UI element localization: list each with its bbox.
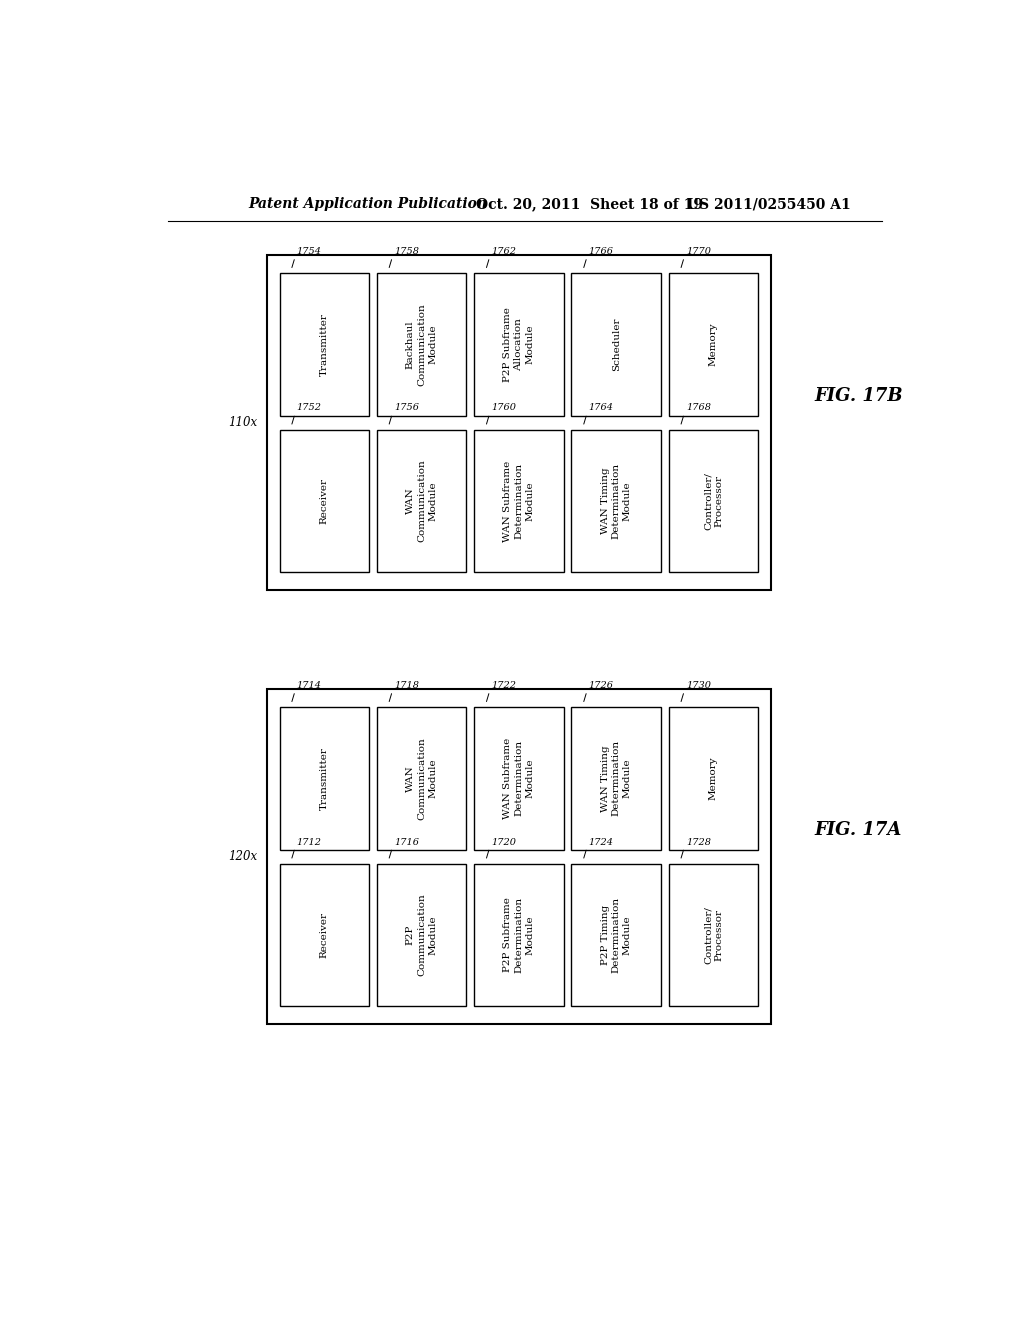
Text: Scheduler: Scheduler bbox=[611, 318, 621, 371]
Text: Oct. 20, 2011  Sheet 18 of 19: Oct. 20, 2011 Sheet 18 of 19 bbox=[475, 197, 702, 211]
Bar bbox=[377, 430, 466, 572]
Text: P2P Timing
Determination
Module: P2P Timing Determination Module bbox=[600, 896, 632, 973]
Bar bbox=[669, 708, 758, 850]
Bar bbox=[280, 430, 369, 572]
Text: WAN Subframe
Determination
Module: WAN Subframe Determination Module bbox=[503, 461, 535, 541]
Text: P2P
Communication
Module: P2P Communication Module bbox=[406, 894, 437, 977]
Text: P2P Subframe
Allocation
Module: P2P Subframe Allocation Module bbox=[503, 308, 535, 381]
Bar bbox=[669, 863, 758, 1006]
Text: Receiver: Receiver bbox=[319, 912, 329, 958]
Text: 1730: 1730 bbox=[686, 681, 711, 690]
Text: 1752: 1752 bbox=[297, 404, 322, 412]
Text: FIG. 17B: FIG. 17B bbox=[814, 387, 903, 405]
Text: Backhaul
Communication
Module: Backhaul Communication Module bbox=[406, 304, 437, 385]
Text: 1764: 1764 bbox=[589, 404, 613, 412]
Text: 1714: 1714 bbox=[297, 681, 322, 690]
Text: WAN
Communication
Module: WAN Communication Module bbox=[406, 737, 437, 820]
Bar bbox=[267, 255, 771, 590]
Text: 1768: 1768 bbox=[686, 404, 711, 412]
Text: WAN Subframe
Determination
Module: WAN Subframe Determination Module bbox=[503, 738, 535, 818]
Text: US 2011/0255450 A1: US 2011/0255450 A1 bbox=[687, 197, 851, 211]
Text: 1712: 1712 bbox=[297, 837, 322, 846]
Text: Controller/
Processor: Controller/ Processor bbox=[703, 906, 724, 964]
Text: P2P Subframe
Determination
Module: P2P Subframe Determination Module bbox=[503, 896, 535, 973]
Text: 1760: 1760 bbox=[492, 404, 516, 412]
Text: 110x: 110x bbox=[228, 416, 257, 429]
Text: 1722: 1722 bbox=[492, 681, 516, 690]
Bar bbox=[377, 708, 466, 850]
Text: 1754: 1754 bbox=[297, 247, 322, 256]
Text: Controller/
Processor: Controller/ Processor bbox=[703, 473, 724, 529]
Text: 1758: 1758 bbox=[394, 247, 419, 256]
Text: Transmitter: Transmitter bbox=[319, 747, 329, 810]
Bar bbox=[474, 863, 563, 1006]
Text: FIG. 17A: FIG. 17A bbox=[814, 821, 902, 838]
Text: Receiver: Receiver bbox=[319, 478, 329, 524]
Text: 1756: 1756 bbox=[394, 404, 419, 412]
Bar bbox=[267, 689, 771, 1024]
Text: 1720: 1720 bbox=[492, 837, 516, 846]
Bar bbox=[474, 430, 563, 572]
Bar bbox=[280, 273, 369, 416]
Text: 1762: 1762 bbox=[492, 247, 516, 256]
Text: Memory: Memory bbox=[709, 756, 718, 800]
Bar bbox=[377, 273, 466, 416]
Bar bbox=[474, 708, 563, 850]
Text: 1718: 1718 bbox=[394, 681, 419, 690]
Bar bbox=[571, 863, 660, 1006]
Text: Transmitter: Transmitter bbox=[319, 313, 329, 376]
Text: WAN
Communication
Module: WAN Communication Module bbox=[406, 459, 437, 543]
Bar bbox=[280, 863, 369, 1006]
Bar bbox=[571, 273, 660, 416]
Bar bbox=[377, 863, 466, 1006]
Bar bbox=[669, 273, 758, 416]
Bar bbox=[280, 708, 369, 850]
Text: 120x: 120x bbox=[228, 850, 257, 863]
Bar bbox=[669, 430, 758, 572]
Text: 1716: 1716 bbox=[394, 837, 419, 846]
Bar bbox=[571, 708, 660, 850]
Text: 1726: 1726 bbox=[589, 681, 613, 690]
Text: Memory: Memory bbox=[709, 322, 718, 366]
Bar bbox=[474, 273, 563, 416]
Text: Patent Application Publication: Patent Application Publication bbox=[249, 197, 487, 211]
Text: 1724: 1724 bbox=[589, 837, 613, 846]
Text: 1766: 1766 bbox=[589, 247, 613, 256]
Text: WAN Timing
Determination
Module: WAN Timing Determination Module bbox=[600, 741, 632, 817]
Text: 1770: 1770 bbox=[686, 247, 711, 256]
Text: WAN Timing
Determination
Module: WAN Timing Determination Module bbox=[600, 463, 632, 539]
Bar bbox=[571, 430, 660, 572]
Text: 1728: 1728 bbox=[686, 837, 711, 846]
